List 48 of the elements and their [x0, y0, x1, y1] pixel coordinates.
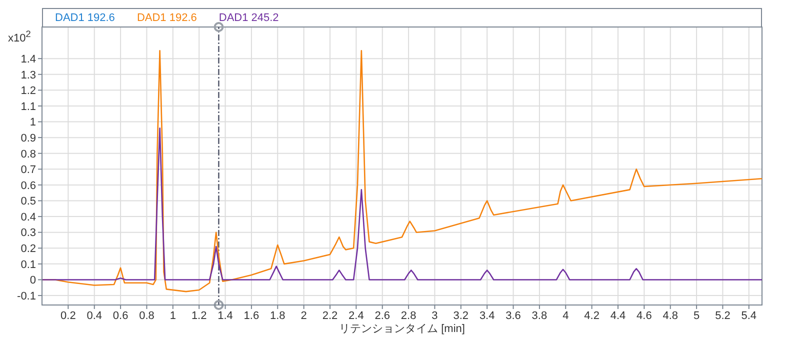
- y-tick-label: 1.2: [20, 85, 36, 98]
- x-tick-label: 3.2: [453, 310, 469, 322]
- x-tick-label: 1.8: [270, 310, 286, 322]
- y-tick-label: 0.5: [20, 196, 36, 208]
- x-tick-label: 2.4: [348, 310, 364, 322]
- x-tick-label: 2.8: [400, 310, 416, 322]
- y-tick-label: 0.1: [20, 258, 36, 271]
- x-tick-label: 0.6: [112, 310, 128, 322]
- x-tick-label: 2.6: [374, 310, 390, 322]
- text: DAD1 192.6: [136, 12, 197, 24]
- x-tick-label: 3.6: [506, 310, 521, 322]
- x-tick-label: 2: [300, 310, 307, 322]
- legend-label: DAD1 192.6: [55, 12, 115, 24]
- y-tick-label: 1: [30, 116, 36, 129]
- y-tick-label: 0.9: [20, 132, 36, 144]
- y-axis-title: x10$^{2}$: [8, 29, 31, 45]
- x-tick-label: 3.4: [479, 310, 495, 322]
- y-tick-label: 0.3: [20, 227, 36, 240]
- x-tick-label: 4.2: [584, 310, 600, 322]
- x-tick-label: 1.4: [218, 310, 233, 322]
- y-tick-label: 1.4: [20, 53, 36, 66]
- y-tick-label: 0: [30, 274, 36, 287]
- y-tick-label: 1.3: [20, 69, 36, 82]
- x-tick-label: 1.2: [191, 310, 207, 322]
- text: DAD1 245.2: [218, 12, 279, 24]
- y-tick-label: -0.1: [17, 290, 36, 302]
- x-tick-label: 3.8: [532, 310, 548, 322]
- x-tick-label: 2.2: [322, 310, 338, 322]
- x-tick-label: 4: [562, 310, 569, 322]
- x-tick-label: 5: [693, 310, 700, 322]
- x-tick-label: 3: [432, 310, 438, 322]
- x-tick-label: 1.6: [244, 310, 260, 322]
- x-tick-label: 0.8: [139, 310, 154, 322]
- x-axis-title: リテンションタイム [min]: [339, 323, 465, 335]
- x-tick-label: 5.4: [741, 310, 757, 322]
- y-tick-label: 0.6: [20, 180, 36, 192]
- x-tick-label: 5.2: [715, 310, 730, 322]
- x-tick-label: 4.8: [662, 310, 678, 322]
- x-tick-label: 1: [170, 310, 176, 322]
- x-tick-label: 4.4: [610, 310, 626, 322]
- y-tick-label: 0.2: [20, 243, 36, 256]
- y-tick-label: 0.4: [20, 211, 36, 224]
- x-tick-label: 0.2: [60, 310, 76, 322]
- y-tick-label: 0.8: [20, 148, 36, 160]
- x-tick-label: 0.4: [86, 310, 102, 322]
- y-tick-label: 0.7: [20, 164, 36, 176]
- y-tick-label: 1.1: [20, 100, 36, 113]
- x-tick-label: 4.6: [636, 310, 652, 322]
